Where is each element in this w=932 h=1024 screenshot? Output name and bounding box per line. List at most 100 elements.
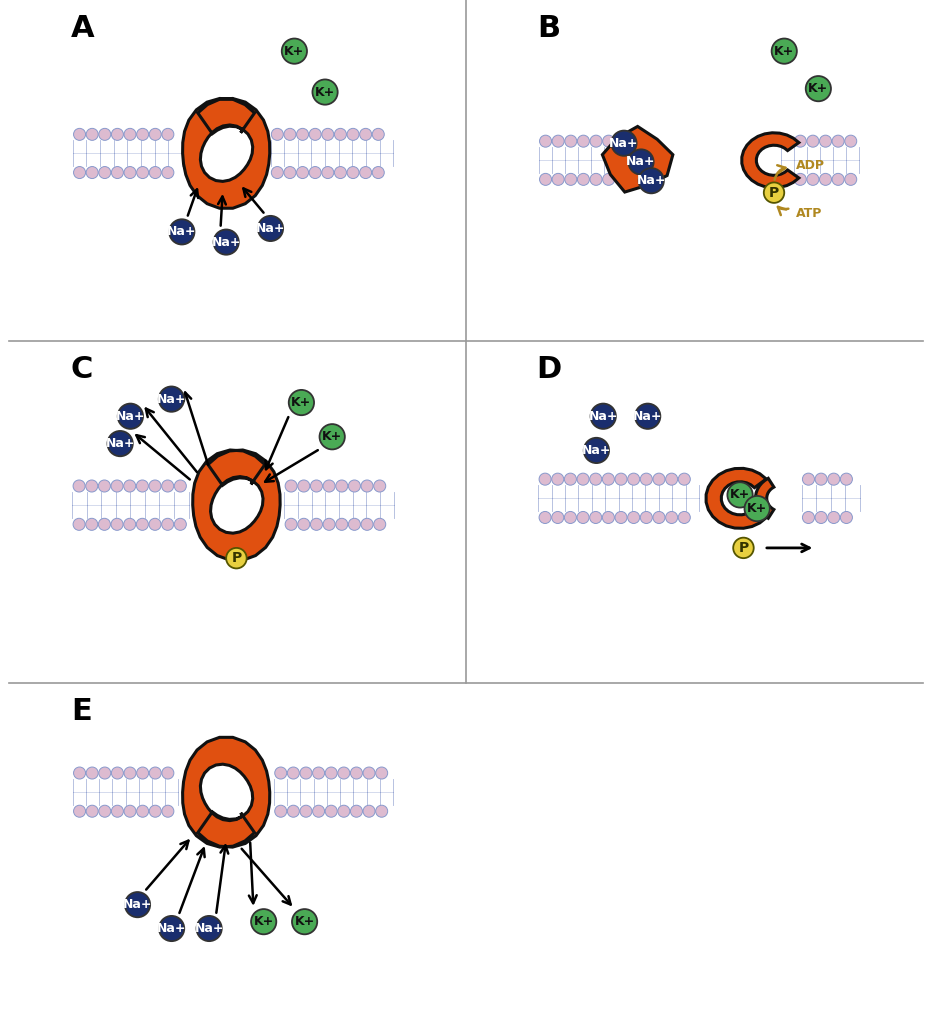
Circle shape <box>197 915 222 941</box>
Circle shape <box>258 216 283 241</box>
Circle shape <box>312 80 337 104</box>
Circle shape <box>806 76 831 101</box>
Circle shape <box>74 805 86 817</box>
Circle shape <box>86 767 98 779</box>
Circle shape <box>162 767 174 779</box>
Circle shape <box>764 182 784 203</box>
Text: K+: K+ <box>322 430 342 443</box>
Circle shape <box>86 167 98 178</box>
Circle shape <box>627 473 639 485</box>
Circle shape <box>117 403 143 429</box>
Circle shape <box>287 767 299 779</box>
Text: K+: K+ <box>774 45 794 57</box>
Text: B: B <box>537 13 560 43</box>
Circle shape <box>149 518 161 530</box>
Text: Na+: Na+ <box>195 922 224 935</box>
Circle shape <box>320 424 345 450</box>
Circle shape <box>615 511 627 523</box>
Circle shape <box>603 135 614 147</box>
Text: Na+: Na+ <box>588 410 618 423</box>
Circle shape <box>552 173 564 185</box>
Circle shape <box>794 173 806 185</box>
Circle shape <box>539 511 551 523</box>
Text: K+: K+ <box>295 915 315 928</box>
Text: Na+: Na+ <box>633 410 663 423</box>
Circle shape <box>552 473 564 485</box>
Circle shape <box>602 511 614 523</box>
Text: P: P <box>769 185 779 200</box>
Circle shape <box>727 482 753 508</box>
Circle shape <box>832 135 844 147</box>
Circle shape <box>159 915 185 941</box>
Circle shape <box>124 480 136 492</box>
Circle shape <box>161 518 173 530</box>
Circle shape <box>213 229 239 255</box>
Text: Na+: Na+ <box>582 444 611 457</box>
Circle shape <box>577 473 589 485</box>
Circle shape <box>565 135 577 147</box>
Circle shape <box>802 511 815 523</box>
Circle shape <box>162 167 174 178</box>
Circle shape <box>794 135 806 147</box>
Circle shape <box>552 135 564 147</box>
Circle shape <box>350 767 363 779</box>
Circle shape <box>322 128 334 140</box>
Text: P: P <box>231 551 241 565</box>
Circle shape <box>289 390 314 415</box>
Circle shape <box>819 173 831 185</box>
Circle shape <box>149 805 161 817</box>
Text: Na+: Na+ <box>212 236 241 249</box>
Circle shape <box>312 767 324 779</box>
Circle shape <box>583 438 609 463</box>
Polygon shape <box>193 450 281 560</box>
Circle shape <box>281 39 307 63</box>
Circle shape <box>615 473 627 485</box>
Circle shape <box>376 767 388 779</box>
Circle shape <box>565 173 577 185</box>
Circle shape <box>844 173 857 185</box>
Text: C: C <box>71 354 93 384</box>
Circle shape <box>372 128 384 140</box>
Circle shape <box>137 805 148 817</box>
Circle shape <box>310 480 322 492</box>
Circle shape <box>590 173 602 185</box>
Text: Na+: Na+ <box>105 437 135 451</box>
Text: K+: K+ <box>284 45 305 57</box>
Circle shape <box>772 39 797 63</box>
Circle shape <box>372 167 384 178</box>
Circle shape <box>816 473 827 485</box>
Circle shape <box>638 168 664 194</box>
Circle shape <box>174 480 186 492</box>
Circle shape <box>665 473 678 485</box>
Circle shape <box>640 511 652 523</box>
Circle shape <box>226 548 247 568</box>
Circle shape <box>832 173 844 185</box>
Circle shape <box>112 805 123 817</box>
Circle shape <box>149 767 161 779</box>
Circle shape <box>782 173 794 185</box>
Circle shape <box>99 767 111 779</box>
Circle shape <box>841 511 853 523</box>
Circle shape <box>841 473 853 485</box>
Text: K+: K+ <box>747 502 767 515</box>
Text: A: A <box>71 13 95 43</box>
Circle shape <box>844 135 857 147</box>
Circle shape <box>322 167 334 178</box>
Circle shape <box>640 473 652 485</box>
Circle shape <box>296 167 308 178</box>
Circle shape <box>578 173 589 185</box>
Circle shape <box>360 128 372 140</box>
Circle shape <box>174 518 186 530</box>
Circle shape <box>149 167 161 178</box>
Text: K+: K+ <box>808 82 829 95</box>
Circle shape <box>819 135 831 147</box>
Circle shape <box>124 518 136 530</box>
Circle shape <box>635 403 661 429</box>
Circle shape <box>349 480 361 492</box>
Text: D: D <box>537 354 562 384</box>
Circle shape <box>125 892 150 918</box>
Circle shape <box>251 909 276 934</box>
Circle shape <box>298 480 309 492</box>
Circle shape <box>325 805 337 817</box>
Circle shape <box>99 805 111 817</box>
